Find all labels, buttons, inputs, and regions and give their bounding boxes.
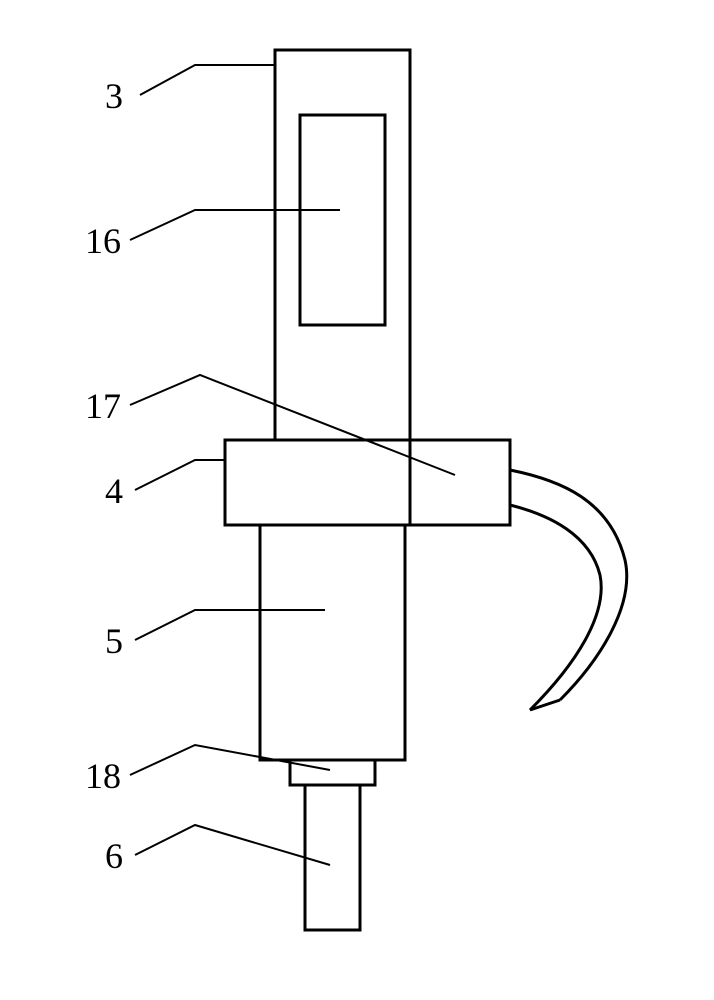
cable-bottom <box>510 505 601 710</box>
leader-16 <box>130 210 340 240</box>
leader-4 <box>135 460 225 490</box>
label-6: 6 <box>105 835 123 877</box>
part-4-cross <box>225 440 510 525</box>
leader-6 <box>135 825 330 865</box>
part-3-outer <box>275 50 410 440</box>
label-17: 17 <box>85 385 121 427</box>
label-4: 4 <box>105 470 123 512</box>
part-16-inner <box>300 115 385 325</box>
label-16: 16 <box>85 220 121 262</box>
leader-17 <box>130 375 455 475</box>
label-18: 18 <box>85 755 121 797</box>
label-5: 5 <box>105 620 123 662</box>
part-18-step <box>290 760 375 785</box>
label-3: 3 <box>105 75 123 117</box>
leader-5 <box>135 610 325 640</box>
leader-3 <box>140 65 275 95</box>
part-5-body <box>260 525 405 760</box>
part-6-bottom <box>305 785 360 930</box>
